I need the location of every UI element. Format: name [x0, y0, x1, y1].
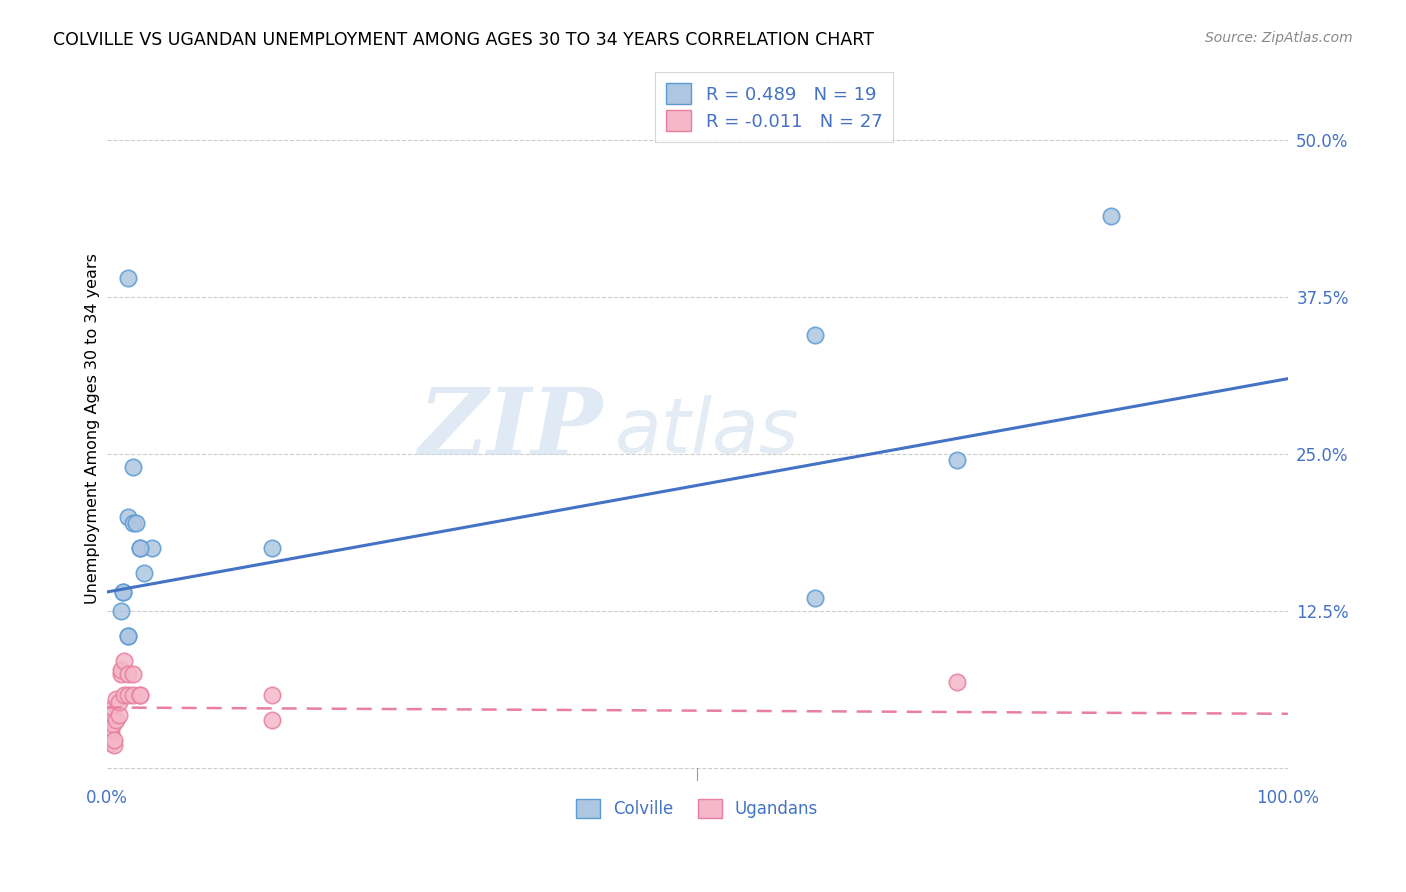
Point	[804, 327, 827, 342]
Text: Source: ZipAtlas.com: Source: ZipAtlas.com	[1205, 31, 1353, 45]
Point	[117, 271, 139, 285]
Point	[117, 629, 139, 643]
Point	[101, 716, 124, 731]
Point	[260, 541, 283, 555]
Point	[946, 453, 969, 467]
Point	[117, 509, 139, 524]
Point	[141, 541, 163, 555]
Point	[107, 708, 129, 723]
Point	[112, 688, 135, 702]
Point	[121, 666, 143, 681]
Point	[128, 541, 150, 555]
Point	[260, 688, 283, 702]
Point	[260, 713, 283, 727]
Text: COLVILLE VS UGANDAN UNEMPLOYMENT AMONG AGES 30 TO 34 YEARS CORRELATION CHART: COLVILLE VS UGANDAN UNEMPLOYMENT AMONG A…	[53, 31, 875, 49]
Point	[110, 663, 132, 677]
Point	[105, 713, 128, 727]
Point	[112, 654, 135, 668]
Point	[117, 629, 139, 643]
Point	[101, 700, 124, 714]
Legend: Colville, Ugandans: Colville, Ugandans	[569, 792, 825, 825]
Point	[117, 688, 139, 702]
Point	[101, 708, 124, 723]
Point	[121, 516, 143, 530]
Point	[804, 591, 827, 606]
Point	[110, 666, 132, 681]
Point	[107, 696, 129, 710]
Point	[110, 604, 132, 618]
Point	[103, 738, 125, 752]
Point	[946, 675, 969, 690]
Point	[1099, 209, 1122, 223]
Point	[121, 688, 143, 702]
Text: ZIP: ZIP	[419, 384, 603, 474]
Point	[128, 688, 150, 702]
Point	[100, 713, 122, 727]
Point	[100, 730, 122, 744]
Point	[100, 725, 122, 739]
Point	[121, 459, 143, 474]
Y-axis label: Unemployment Among Ages 30 to 34 years: Unemployment Among Ages 30 to 34 years	[86, 253, 100, 604]
Point	[128, 688, 150, 702]
Point	[100, 721, 122, 735]
Point	[103, 733, 125, 747]
Point	[128, 541, 150, 555]
Point	[105, 691, 128, 706]
Text: atlas: atlas	[614, 395, 799, 469]
Point	[100, 736, 122, 750]
Point	[112, 585, 135, 599]
Point	[112, 585, 135, 599]
Point	[134, 566, 156, 581]
Point	[117, 666, 139, 681]
Point	[125, 516, 148, 530]
